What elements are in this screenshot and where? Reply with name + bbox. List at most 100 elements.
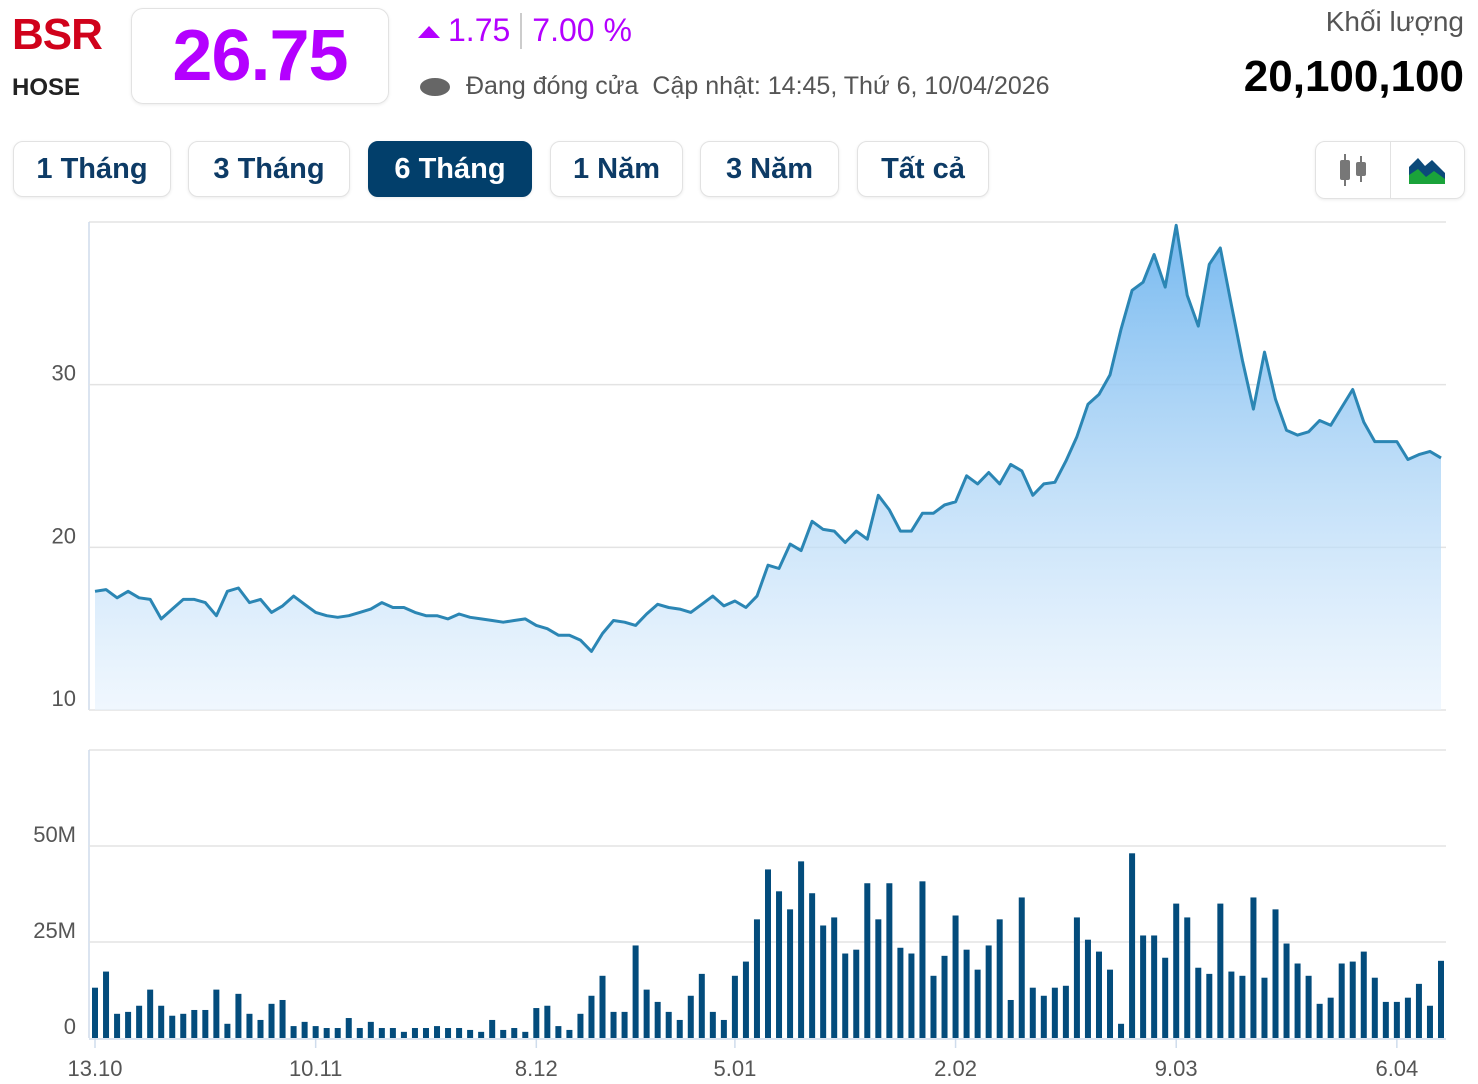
volume-bar (875, 919, 882, 1038)
x-axis-label: 5.01 (713, 1056, 756, 1081)
volume-bar (136, 1005, 143, 1038)
volume-bar (886, 883, 893, 1038)
x-axis-label: 10.11 (289, 1056, 342, 1081)
volume-bar (411, 1028, 418, 1038)
volume-bar (941, 955, 948, 1038)
status-dot-icon (420, 77, 450, 96)
volume-bar (1228, 971, 1235, 1038)
volume-bar (577, 1013, 584, 1038)
volume-bar (224, 1023, 231, 1038)
volume-bar (1118, 1023, 1125, 1038)
volume-value: 20,100,100 (1243, 52, 1464, 101)
price-chart: 10 20 30 (52, 221, 1446, 711)
volume-bar (1250, 897, 1257, 1038)
volume-bar (1007, 999, 1014, 1038)
tab-3-months[interactable]: 3 Tháng (188, 141, 350, 197)
volume-bar (1217, 903, 1224, 1038)
volume-bar (1062, 985, 1069, 1038)
volume-bar (566, 1029, 573, 1038)
volume-bar (1283, 943, 1290, 1038)
volume-bar (632, 945, 639, 1038)
exchange-label: HOSE (12, 74, 81, 101)
volume-bar (1327, 997, 1334, 1038)
volume-bar (787, 909, 794, 1038)
volume-bar (103, 971, 110, 1038)
volume-bar (1018, 897, 1025, 1038)
volume-bar (919, 881, 926, 1038)
volume-bar (1272, 909, 1279, 1038)
tab-1-month[interactable]: 1 Tháng (13, 141, 171, 197)
volume-bar (1316, 1003, 1323, 1038)
volume-chart: 0 25M 50M (33, 749, 1446, 1040)
volume-bar (1073, 917, 1080, 1038)
volume-bar (897, 947, 904, 1038)
volume-bar (599, 975, 606, 1038)
price-area (95, 225, 1441, 711)
tab-3-years[interactable]: 3 Năm (700, 141, 839, 197)
volume-bar (400, 1031, 407, 1038)
volume-axis-label: 50M (33, 822, 76, 847)
x-axis-label: 8.12 (515, 1056, 558, 1081)
volume-bar (1426, 1005, 1433, 1038)
volume-bar (1151, 935, 1158, 1038)
volume-bar (555, 1026, 562, 1038)
volume-bar (908, 953, 915, 1038)
candlestick-button[interactable] (1316, 142, 1391, 198)
volume-bar (1360, 951, 1367, 1038)
volume-bar (125, 1011, 132, 1038)
volume-bar (522, 1031, 529, 1038)
tab-all[interactable]: Tất cả (857, 141, 989, 197)
volume-bar (334, 1028, 341, 1038)
volume-bar (422, 1028, 429, 1038)
volume-bar (798, 861, 805, 1038)
volume-bar (853, 949, 860, 1038)
price-axis-label: 20 (52, 523, 76, 548)
volume-bar (213, 989, 220, 1038)
volume-bar (864, 883, 871, 1038)
volume-bar (92, 987, 98, 1038)
volume-bar (323, 1028, 330, 1038)
volume-bar (742, 961, 749, 1038)
volume-bar (731, 975, 738, 1038)
tab-6-months[interactable]: 6 Tháng (368, 141, 532, 197)
volume-bar (511, 1028, 518, 1038)
volume-bar (1162, 957, 1169, 1038)
current-price: 26.75 (172, 16, 348, 96)
volume-bar (985, 945, 992, 1038)
volume-bar (1040, 995, 1047, 1038)
price-axis-label: 30 (52, 361, 76, 386)
volume-bar (1393, 1001, 1400, 1038)
x-axis-label: 6.04 (1375, 1056, 1418, 1081)
volume-label: Khối lượng (1325, 6, 1464, 37)
volume-bar (158, 1005, 165, 1038)
volume-bar (434, 1026, 441, 1038)
volume-bar (1184, 917, 1191, 1038)
volume-bar (996, 919, 1003, 1038)
volume-bar (809, 893, 816, 1038)
volume-bar (1305, 975, 1312, 1038)
area-chart-icon (1409, 158, 1446, 184)
volume-axis-label: 0 (64, 1014, 76, 1039)
volume-bar (720, 1019, 727, 1038)
volume-bar (257, 1019, 264, 1038)
volume-bar (1206, 973, 1213, 1038)
area-chart-button[interactable] (1391, 142, 1465, 198)
status-text: Đang đóng cửa (466, 72, 639, 100)
volume-bar (445, 1028, 452, 1038)
volume-bar (1438, 960, 1444, 1038)
volume-bar (831, 917, 838, 1038)
volume-bar (378, 1028, 385, 1038)
volume-bar (1239, 975, 1246, 1038)
x-axis-label: 2.02 (934, 1056, 977, 1081)
volume-bar (1261, 977, 1268, 1038)
volume-bar (753, 919, 760, 1038)
volume-bar (356, 1028, 363, 1038)
volume-axis-label: 25M (33, 918, 76, 943)
x-axis-label: 13.10 (67, 1056, 122, 1081)
volume-bar (1051, 987, 1058, 1038)
tab-1-year[interactable]: 1 Năm (550, 141, 683, 197)
volume-bar (654, 1001, 661, 1038)
volume-bar (1382, 1001, 1389, 1038)
volume-bar (776, 891, 783, 1038)
